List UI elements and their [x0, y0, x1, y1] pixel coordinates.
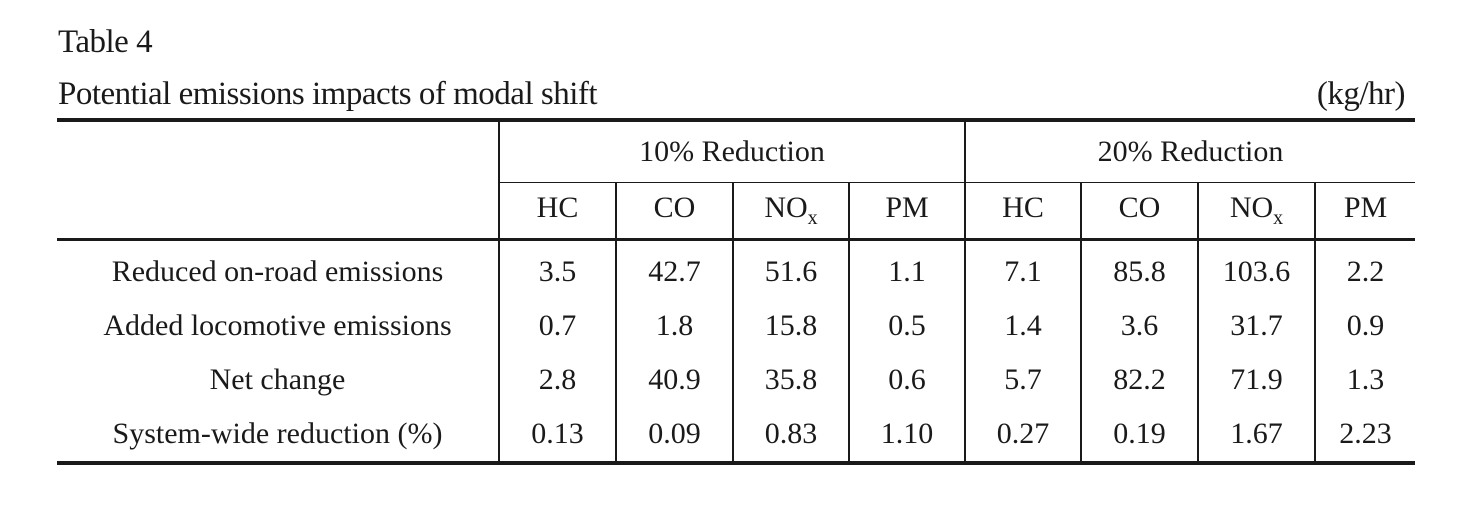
group-header-20pct: 20% Reduction — [964, 118, 1415, 183]
table-cell: 1.3 — [1314, 353, 1415, 407]
table-cell: 1.67 — [1197, 407, 1315, 465]
table-row: Reduced on-road emissions 3.5 42.7 51.6 … — [57, 239, 1415, 299]
group-header-10pct: 10% Reduction — [498, 118, 965, 183]
table-cell: 0.27 — [964, 407, 1081, 465]
table-cell: 5.7 — [964, 353, 1081, 407]
row-label: Reduced on-road emissions — [111, 255, 444, 288]
table-cell: 0.9 — [1314, 299, 1415, 353]
emissions-table: 10% Reduction 20% Reduction HC CO NOx PM… — [57, 118, 1415, 465]
column-header: NOx — [732, 182, 849, 241]
table-cell: 0.7 — [498, 299, 616, 353]
table-cell: 35.8 — [732, 353, 849, 407]
table-cell: 3.5 — [498, 239, 616, 299]
table-cell: 2.2 — [1314, 239, 1415, 299]
table-cell: 40.9 — [615, 353, 733, 407]
column-header: CO — [615, 182, 733, 241]
table-cell: 2.8 — [498, 353, 616, 407]
table-cell: 2.23 — [1314, 407, 1415, 465]
stub-header — [57, 118, 499, 183]
table-cell: 0.19 — [1080, 407, 1198, 465]
table-row: Added locomotive emissions 0.7 1.8 15.8 … — [57, 299, 1415, 353]
stub-cell — [57, 182, 499, 241]
column-header: NOx — [1197, 182, 1315, 241]
column-header: HC — [498, 182, 616, 241]
table-cell: 0.09 — [615, 407, 733, 465]
column-header: HC — [964, 182, 1081, 241]
table-cell: 0.5 — [848, 299, 965, 353]
table-row: System-wide reduction (%) 0.13 0.09 0.83… — [57, 407, 1415, 465]
column-header: CO — [1080, 182, 1198, 241]
table-cell: 15.8 — [732, 299, 849, 353]
table-cell: 103.6 — [1197, 239, 1315, 299]
table-cell: 31.7 — [1197, 299, 1315, 353]
table-cell: 42.7 — [615, 239, 733, 299]
row-label: Added locomotive emissions — [103, 309, 452, 342]
table-cell: 1.4 — [964, 299, 1081, 353]
table-cell: 85.8 — [1080, 239, 1198, 299]
table-cell: 3.6 — [1080, 299, 1198, 353]
table-row: Net change 2.8 40.9 35.8 0.6 5.7 82.2 71… — [57, 353, 1415, 407]
table-cell: 51.6 — [732, 239, 849, 299]
table-cell: 71.9 — [1197, 353, 1315, 407]
table-cell: 1.8 — [615, 299, 733, 353]
table-cell: 0.83 — [732, 407, 849, 465]
table-cell: 7.1 — [964, 239, 1081, 299]
units-label: (kg/hr) — [1316, 76, 1406, 112]
row-label: System-wide reduction (%) — [57, 407, 499, 465]
table-cell: 0.13 — [498, 407, 616, 465]
table-cell: 0.6 — [848, 353, 965, 407]
column-header: PM — [1314, 182, 1415, 241]
row-label: Net change — [209, 363, 346, 396]
table-cell: 1.10 — [848, 407, 965, 465]
table-cell: 82.2 — [1080, 353, 1198, 407]
column-header: PM — [848, 182, 965, 241]
table-title: Potential emissions impacts of modal shi… — [58, 76, 598, 112]
table-label: Table 4 — [58, 24, 153, 60]
table-cell: 1.1 — [848, 239, 965, 299]
